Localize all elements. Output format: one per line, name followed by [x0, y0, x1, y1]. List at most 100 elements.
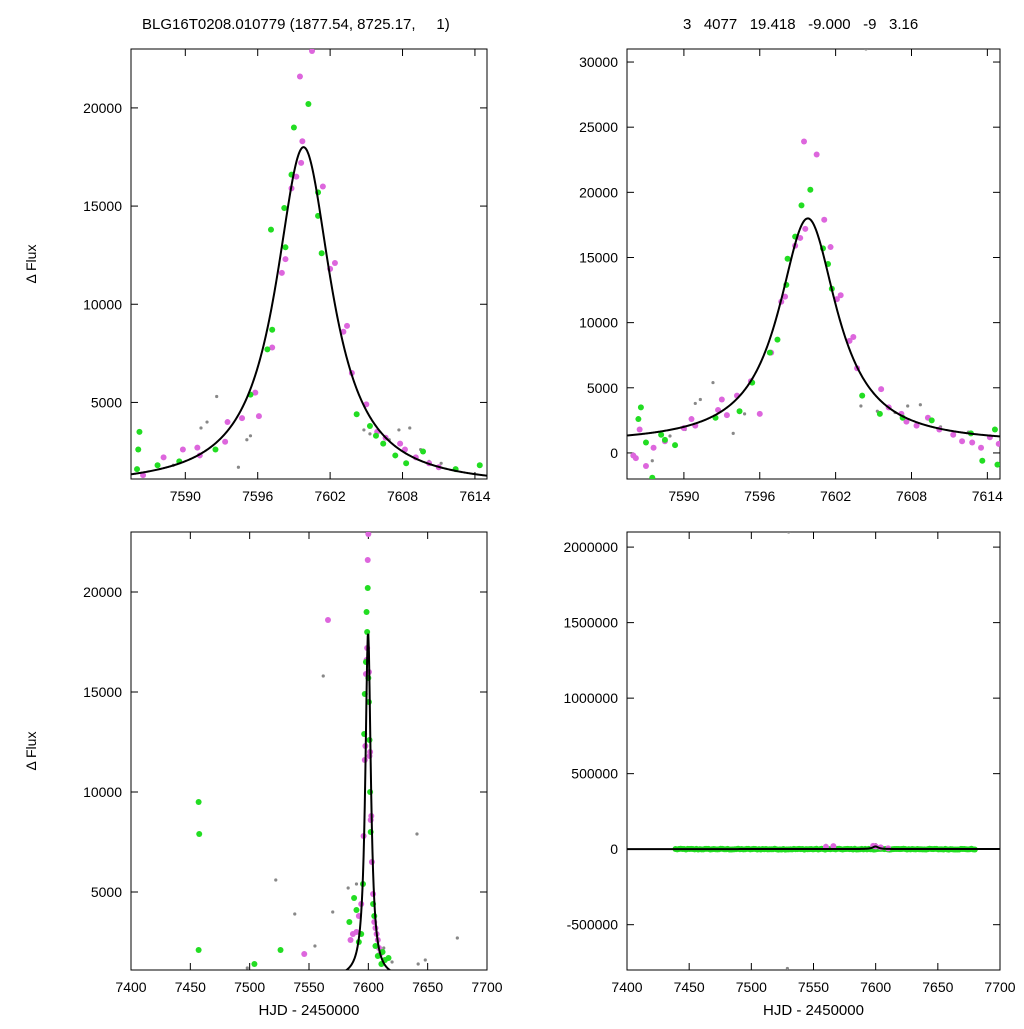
- x-tick-label: 7608: [387, 488, 418, 504]
- data-point-magenta: [756, 410, 763, 417]
- data-point-gray: [274, 878, 278, 882]
- data-point-magenta: [978, 444, 985, 451]
- y-axis-label: Δ Flux: [23, 732, 39, 771]
- data-point-gray: [245, 438, 249, 442]
- data-point-green: [353, 411, 360, 418]
- x-tick-label: 7608: [896, 488, 927, 504]
- data-point-green: [353, 907, 360, 913]
- y-tick-label: 15000: [83, 684, 122, 700]
- data-point-green: [658, 431, 665, 438]
- data-point-green: [374, 953, 381, 959]
- data-point-green: [661, 436, 668, 443]
- header-left-title: BLG16T0208.010779 (1877.54, 8725.17, 1): [142, 16, 450, 33]
- y-tick-label: 20000: [83, 584, 122, 600]
- data-point-green: [135, 446, 142, 453]
- data-point-green: [364, 585, 371, 591]
- data-point-green: [269, 326, 276, 333]
- model-curve: [627, 217, 1000, 438]
- data-point-gray: [331, 910, 335, 914]
- x-tick-label: 7500: [736, 979, 767, 995]
- data-point-magenta: [827, 244, 834, 251]
- data-point-green: [195, 947, 202, 953]
- data-point-gray: [731, 431, 735, 435]
- data-point-magenta: [194, 444, 201, 451]
- data-point-green: [318, 250, 325, 257]
- x-tick-label: 7602: [820, 488, 851, 504]
- x-tick-label: 7596: [744, 488, 775, 504]
- data-point-magenta: [969, 439, 976, 446]
- data-point-gray: [293, 912, 297, 916]
- data-point-green: [928, 417, 935, 424]
- data-point-magenta: [878, 386, 885, 393]
- data-point-gray: [455, 936, 459, 940]
- y-tick-label: 20000: [579, 184, 618, 200]
- data-point-magenta: [340, 328, 347, 335]
- x-tick-label: 7602: [315, 488, 346, 504]
- data-point-gray: [711, 380, 715, 385]
- x-tick-label: 7400: [115, 979, 146, 995]
- data-point-magenta: [850, 333, 857, 340]
- data-point-magenta: [718, 396, 725, 403]
- x-tick-label: 7450: [674, 979, 705, 995]
- data-point-magenta: [353, 929, 360, 935]
- x-tick-label: 7614: [459, 488, 490, 504]
- data-point-green: [305, 100, 312, 107]
- panel-top-left: 7590 7596 7602 7608 7614 5000 10000 15000 20000 Δ…: [23, 48, 491, 504]
- y-tick-label: 10000: [83, 296, 122, 312]
- x-axis-label: HJD - 2450000: [763, 1002, 864, 1019]
- data-point-gray: [368, 432, 372, 436]
- data-point-magenta: [837, 292, 844, 299]
- data-point-magenta: [797, 234, 804, 241]
- plot-frame: [130, 531, 488, 971]
- data-point-magenta: [299, 138, 306, 145]
- x-tick-label: 7600: [353, 979, 384, 995]
- data-point-green: [136, 428, 143, 435]
- data-point-gray: [787, 532, 791, 534]
- y-tick-label: 10000: [579, 315, 618, 331]
- data-point-green: [476, 462, 483, 469]
- x-tick-label: 7700: [471, 979, 502, 995]
- data-point-green: [672, 442, 679, 449]
- data-point-gray: [785, 966, 789, 970]
- data-point-green: [637, 404, 644, 411]
- data-point-gray: [742, 412, 747, 416]
- data-point-green: [784, 255, 791, 262]
- data-point-green: [290, 124, 297, 131]
- data-point-magenta: [278, 269, 285, 276]
- data-point-magenta: [255, 413, 262, 420]
- x-tick-label: 7550: [798, 979, 829, 995]
- data-point-magenta: [950, 431, 957, 438]
- data-point-gray: [698, 397, 702, 402]
- data-point-magenta: [365, 532, 372, 537]
- data-point-green: [134, 466, 141, 473]
- data-point-green: [351, 895, 358, 901]
- data-point-magenta: [723, 412, 730, 419]
- data-point-green: [363, 609, 370, 615]
- data-point-green: [372, 432, 379, 439]
- plot-area: [627, 49, 1000, 479]
- data-point-gray: [439, 461, 443, 465]
- data-point-green: [251, 961, 258, 967]
- panel-bottom-right: 7400 7450 7500 7550 7600 7650 7700 -500000 0 5000…: [563, 531, 1016, 1019]
- data-point-gray: [693, 401, 697, 406]
- model-curve: [627, 845, 1000, 851]
- x-tick-label: 7590: [668, 488, 699, 504]
- data-point-gray: [650, 459, 654, 463]
- y-tick-label: 5000: [91, 884, 122, 900]
- data-point-magenta: [309, 49, 316, 54]
- data-point-green: [267, 226, 274, 233]
- plot-frame: [130, 48, 488, 480]
- panel-top-right: 7590 7596 7602 7608 7614 0 5000 10000 15000 20000…: [579, 48, 1003, 504]
- data-point-green: [212, 446, 219, 453]
- x-axis-label: HJD - 2450000: [259, 1002, 360, 1019]
- header-right-title: 3 4077 19.418 -9.000 -9 3.16: [683, 16, 919, 33]
- data-point-green: [380, 440, 387, 447]
- data-point-magenta: [913, 422, 920, 429]
- x-tick-label: 7450: [175, 979, 206, 995]
- y-axis-label: Δ Flux: [23, 245, 39, 284]
- data-point-green: [264, 346, 271, 353]
- data-point-gray: [918, 403, 922, 407]
- data-point-magenta: [846, 337, 853, 344]
- y-tick-label: 15000: [83, 198, 122, 214]
- data-point-gray: [215, 394, 219, 399]
